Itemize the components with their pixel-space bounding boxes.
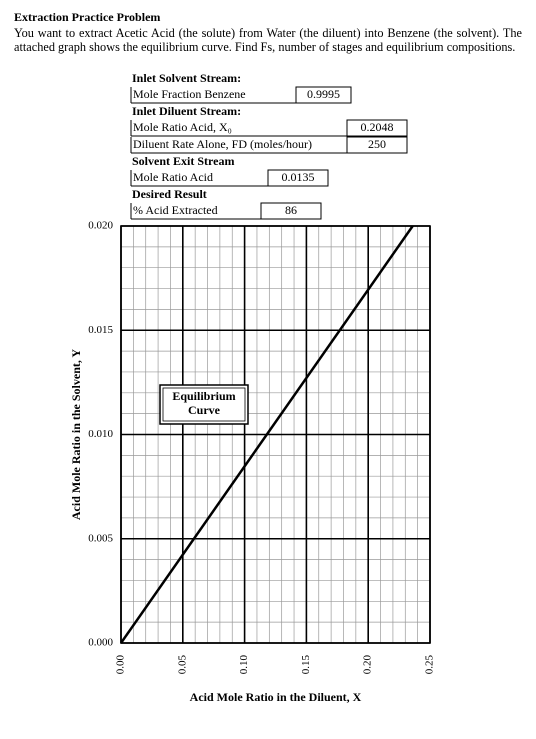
field-label: Mole Fraction Benzene [133,87,246,101]
field-value: 0.2048 [361,120,394,134]
field-value: 0.9995 [307,87,340,101]
value-box [295,86,352,104]
field-value: 250 [368,137,386,151]
curve [119,225,414,644]
section-heading: Desired Result [132,187,207,201]
section-heading: Inlet Diluent Stream: [132,104,241,118]
field-label: Mole Ratio Acid [133,170,213,184]
title: Extraction Practice Problem [14,10,160,24]
x-tick-label: 0.25 [424,655,436,675]
x-tick-label: 0.00 [115,655,127,675]
x-tick-label: 0.15 [300,655,312,675]
x-tick-label: 0.10 [238,655,250,675]
section-heading: Inlet Solvent Stream: [132,71,241,85]
field-label: Diluent Rate Alone, FD (moles/hour) [133,137,312,151]
value-box [346,136,408,154]
annotation: Equilibrium Curve [172,389,236,417]
field-label: Mole Ratio Acid, X₀ [133,120,232,134]
plot-frame [120,225,431,644]
y-tick-label: 0.020 [88,220,113,232]
field-label: % Acid Extracted [133,203,218,217]
annotation-box [159,384,249,425]
y-tick-label: 0.015 [88,324,113,336]
x-tick-label: 0.05 [176,655,188,675]
y-tick-label: 0.005 [88,532,113,544]
value-box [346,119,408,137]
section-heading: Solvent Exit Stream [132,154,234,168]
x-tick-label: 0.20 [362,655,374,675]
value-box [267,169,329,187]
y-tick-label: 0.000 [88,637,113,649]
y-axis-label: Acid Mole Ratio in the Solvent, Y [69,349,83,521]
x-axis-label: Acid Mole Ratio in the Diluent, X [190,690,362,704]
intro-box: You want to extract Acetic Acid (the sol… [14,26,522,54]
intro: You want to extract Acetic Acid (the sol… [14,26,522,54]
value-box [260,202,322,220]
annotation-fo: Equilibrium Curve [172,389,236,417]
field-value: 86 [285,203,297,217]
annotation-box-inner [162,387,246,422]
field-value: 0.0135 [282,170,315,184]
y-tick-label: 0.010 [88,428,113,440]
